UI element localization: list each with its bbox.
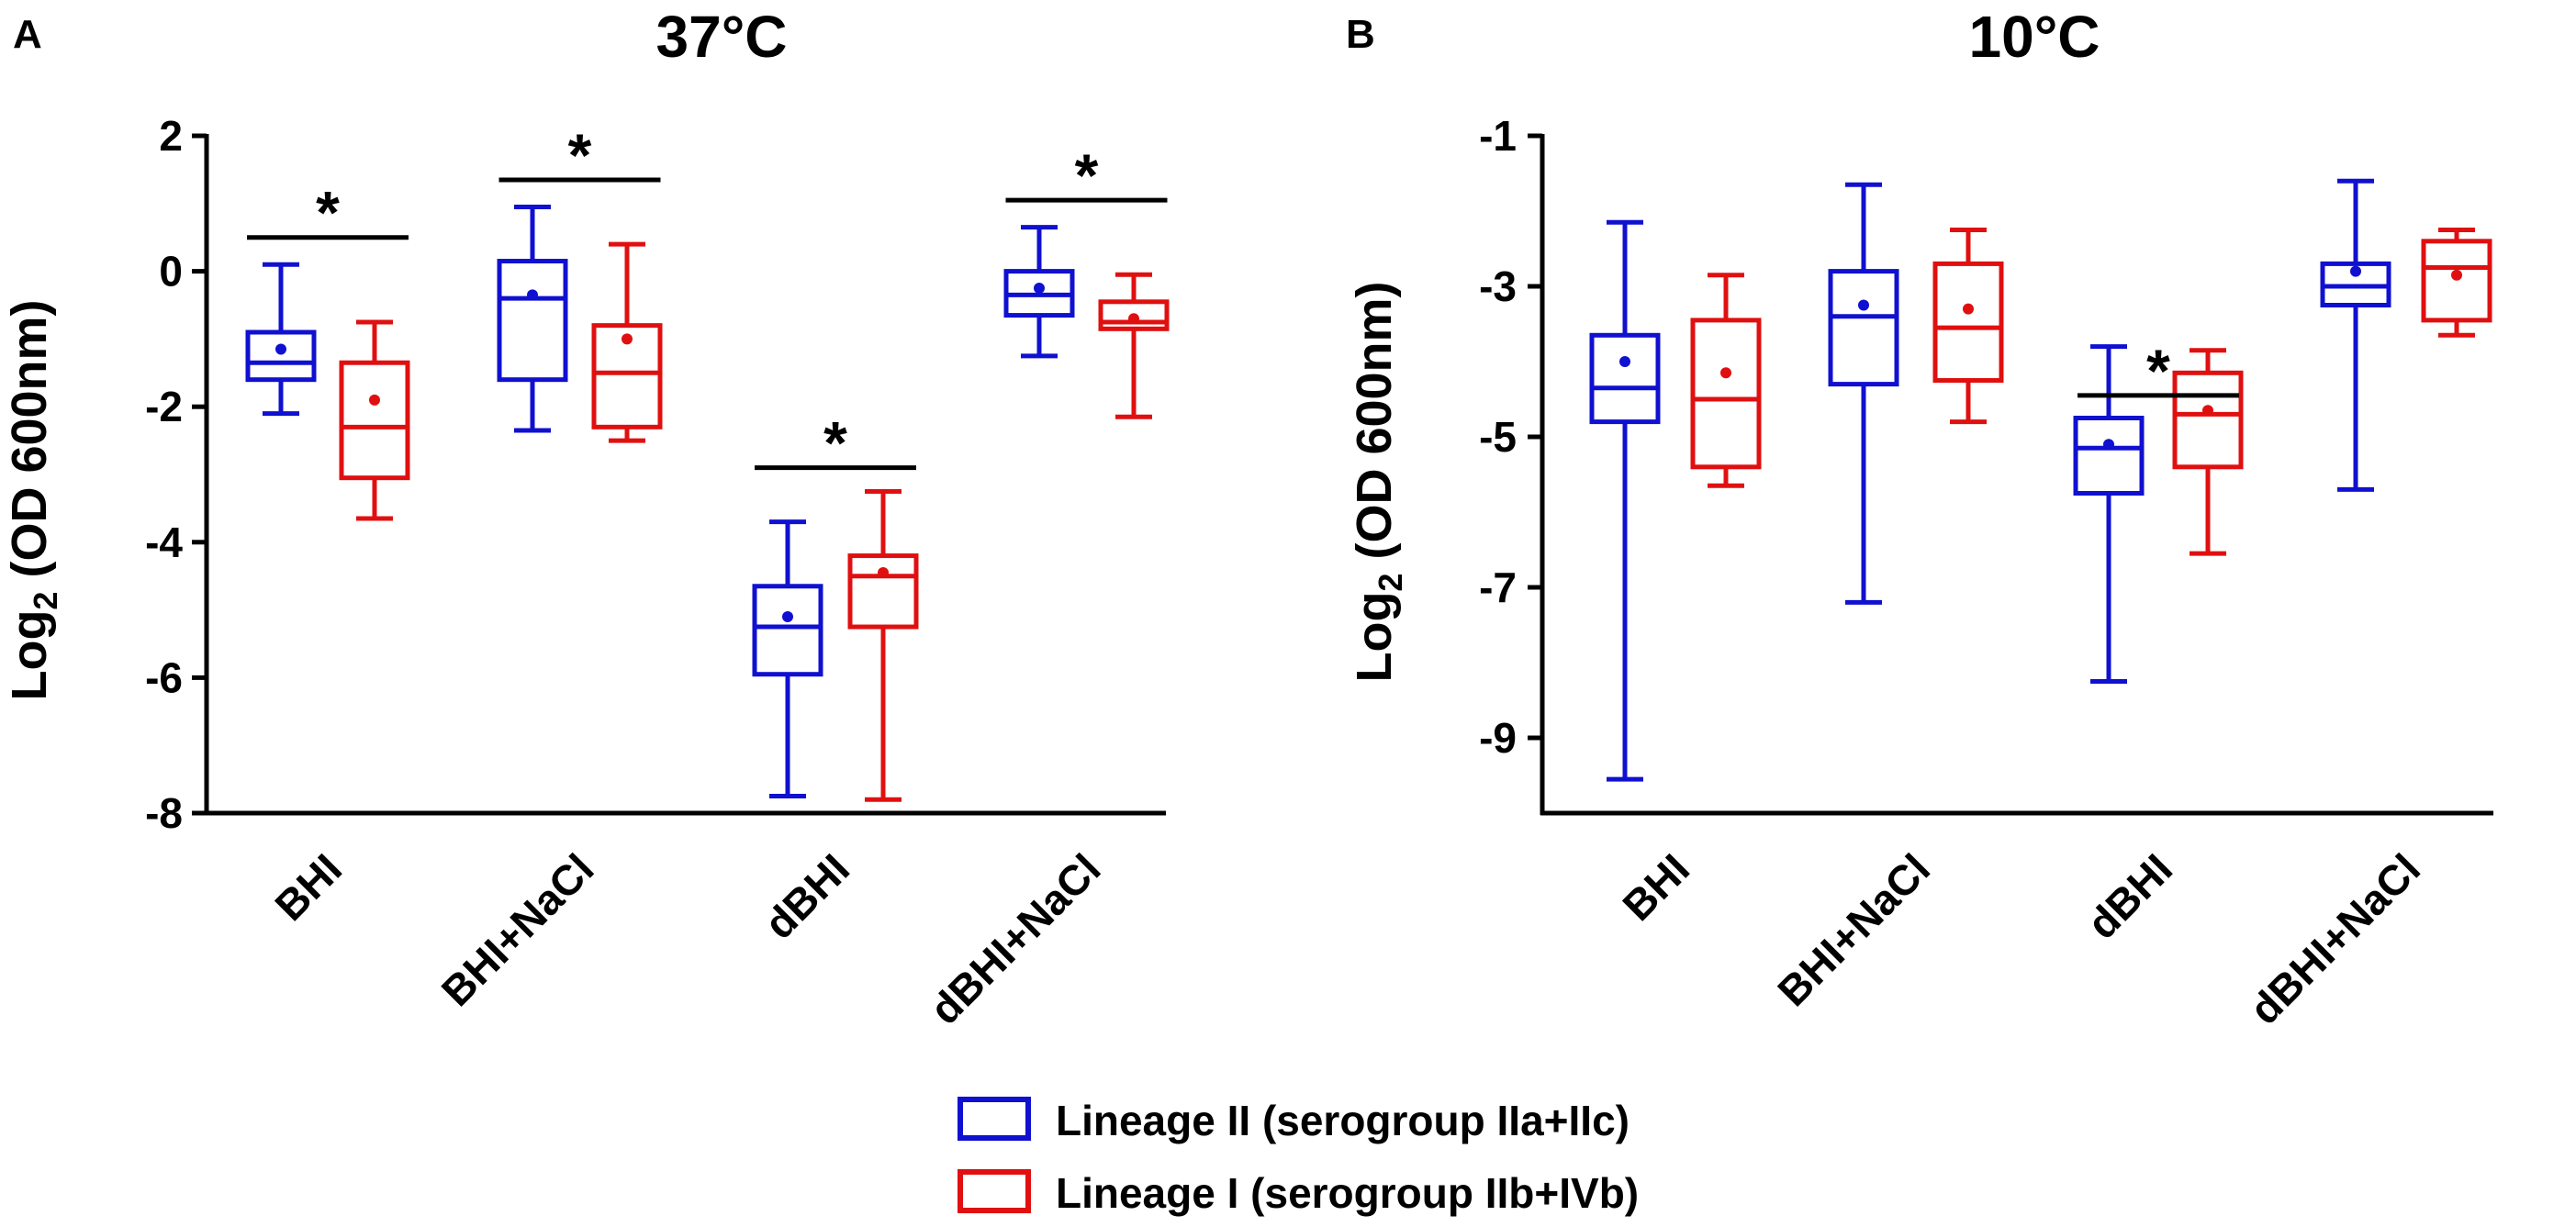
panel-b-bhi-lineage-ii-iqr-box — [1589, 332, 1661, 425]
panel-b-marks: * — [1589, 178, 2492, 782]
panel-b-bhi-nacl-lineage-ii-mean-dot — [1858, 299, 1869, 311]
panel-a-dbhi-nacl-lineage-ii-box-plot — [1003, 225, 1075, 359]
panel-a-dbhi-lineage-ii-mean-dot — [782, 610, 793, 622]
panel-a-dbhi-lineage-i-iqr-box — [847, 553, 919, 630]
panel-a-title: 37°C — [656, 4, 788, 70]
panel-b-dbhi-lineage-ii-box-plot — [2073, 344, 2145, 684]
panel-b-bhi-nacl-lineage-ii-iqr-box — [1828, 269, 1899, 387]
panel-a-y-tick-label: -2 — [145, 383, 183, 430]
panel-b-dbhi-nacl-lineage-i-mean-dot — [2451, 269, 2462, 281]
panel-a-bhi-lineage-i-box-plot — [339, 319, 410, 521]
panel-a-bhi-nacl-lineage-i-box-plot — [591, 241, 663, 443]
panel-a-bhi-lineage-ii-iqr-box — [245, 329, 317, 383]
panel-a-bhi-nacl-lineage-ii-iqr-box — [497, 259, 568, 383]
panel-a-y-tick-label: -4 — [145, 519, 183, 566]
panel-b-y-axis-title-subscript: 2 — [1372, 574, 1409, 592]
legend-label-lineage-ii: Lineage II (serogroup IIa+IIc) — [1056, 1097, 1630, 1144]
panel-a-dbhi-nacl-lineage-ii-mean-dot — [1034, 283, 1045, 295]
panel-b-y-tick-label: -7 — [1479, 563, 1517, 611]
panel-a-dbhi-lineage-i-box-plot — [847, 488, 919, 802]
panel-b-bhi-lineage-ii-mean-dot — [1619, 356, 1630, 367]
panel-b-y-axis-title: Log2 (OD 600nm) — [1347, 281, 1409, 682]
panel-a-dbhi-lineage-ii-iqr-box — [752, 584, 823, 677]
panel-a-dbhi-nacl-lineage-i-box-plot — [1098, 272, 1170, 419]
panel-a-y-tick-label: 2 — [159, 112, 183, 160]
panel-a-letter: A — [13, 12, 42, 57]
panel-b-dbhi-nacl-lineage-ii-box-plot — [2320, 178, 2391, 492]
panel-a-y-axis-title-subscript: 2 — [27, 592, 64, 610]
panel-a-dbhi-lineage-ii-box-plot — [752, 519, 823, 799]
panel-b-y-axis-title-main: Log — [1347, 592, 1402, 683]
panel-b-dbhi-nacl-lineage-i-box-plot — [2421, 228, 2492, 338]
panel-b-y-tick-label: -5 — [1479, 413, 1517, 461]
panel-b-dbhi-lineage-ii-mean-dot — [2103, 439, 2114, 451]
panel-a-bhi-nacl-lineage-i-mean-dot — [622, 333, 633, 345]
panel-a-dbhi-significance-star: * — [823, 409, 847, 477]
panel-a-bhi-nacl-significance-star: * — [568, 121, 592, 189]
panel-a-bhi-nacl-lineage-ii-box-plot — [497, 204, 568, 433]
panel-a-dbhi-lineage-i-mean-dot — [878, 567, 889, 579]
panel-a-dbhi-nacl-lineage-i-iqr-box — [1098, 299, 1170, 331]
panel-b-dbhi-lineage-i-mean-dot — [2202, 405, 2213, 417]
panel-a-y-tick-label: -8 — [145, 789, 183, 837]
panel-a-bhi-significance-star: * — [316, 179, 340, 247]
panel-b-bhi-nacl-lineage-i-box-plot — [1932, 228, 2004, 425]
panel-b-bhi-nacl-lineage-i-iqr-box — [1932, 261, 2004, 383]
panel-b-dbhi-lineage-i-box-plot — [2172, 348, 2244, 556]
panel-b-bhi-lineage-i-box-plot — [1690, 273, 1762, 488]
panel-b-bhi-lineage-i-iqr-box — [1690, 318, 1762, 470]
panel-b-bhi-lineage-ii-box-plot — [1589, 219, 1661, 782]
panel-b-bhi-nacl-lineage-i-mean-dot — [1963, 303, 1974, 315]
panel-a-dbhi-nacl-lineage-i-mean-dot — [1128, 313, 1139, 325]
panel-a-y-axis-title-main: Log — [2, 610, 57, 701]
panel-a-y-tick-label: 0 — [159, 248, 183, 296]
panel-b-bhi-lineage-i-mean-dot — [1720, 367, 1731, 379]
panel-a-bhi-lineage-i-iqr-box — [339, 360, 410, 481]
panel-b-bhi-nacl-lineage-ii-box-plot — [1828, 182, 1899, 605]
panel-a-y-axis-title-rest: (OD 600nm) — [2, 299, 57, 591]
legend-swatch-lineage-ii — [958, 1097, 1031, 1141]
panel-b-dbhi-nacl-lineage-ii-mean-dot — [2350, 265, 2361, 277]
panel-a-y-tick-label: -6 — [145, 653, 183, 701]
panel-a-y-ticks: 2 0 -2 -4 -6 -8 — [145, 112, 207, 837]
panel-b-dbhi-nacl-lineage-i-iqr-box — [2421, 239, 2492, 323]
panel-a-marks: * * * * — [245, 121, 1170, 802]
panel-a-bhi-lineage-ii-box-plot — [245, 262, 317, 417]
panel-b-dbhi-lineage-i-iqr-box — [2172, 370, 2244, 470]
panel-b-y-tick-label: -1 — [1479, 112, 1517, 160]
legend-swatch-lineage-i — [958, 1169, 1031, 1213]
panel-a-y-axis-title: Log2 (OD 600nm) — [2, 299, 64, 700]
panel-a-dbhi-nacl-significance-star: * — [1075, 141, 1099, 209]
panel-b-title: 10°C — [1969, 4, 2100, 70]
legend: Lineage II (serogroup IIa+IIc) Lineage I… — [958, 1097, 1639, 1217]
panel-b-y-axis-title-rest: (OD 600nm) — [1347, 281, 1402, 573]
panel-b-y-tick-label: -9 — [1479, 714, 1517, 762]
panel-a-bhi-lineage-ii-mean-dot — [275, 343, 286, 355]
panel-b-dbhi-lineage-ii-iqr-box — [2073, 416, 2145, 496]
legend-label-lineage-i: Lineage I (serogroup IIb+IVb) — [1056, 1169, 1639, 1217]
panel-a-bhi-nacl-lineage-i-iqr-box — [591, 323, 663, 429]
panel-b-y-ticks: -1 -3 -5 -7 -9 — [1479, 112, 1542, 762]
panel-b-dbhi-significance-star: * — [2146, 337, 2170, 405]
panel-a-bhi-nacl-lineage-ii-mean-dot — [527, 289, 538, 301]
panel-b-letter: B — [1346, 12, 1375, 57]
panel-b-y-tick-label: -3 — [1479, 262, 1517, 310]
panel-a-bhi-lineage-i-mean-dot — [369, 394, 380, 406]
